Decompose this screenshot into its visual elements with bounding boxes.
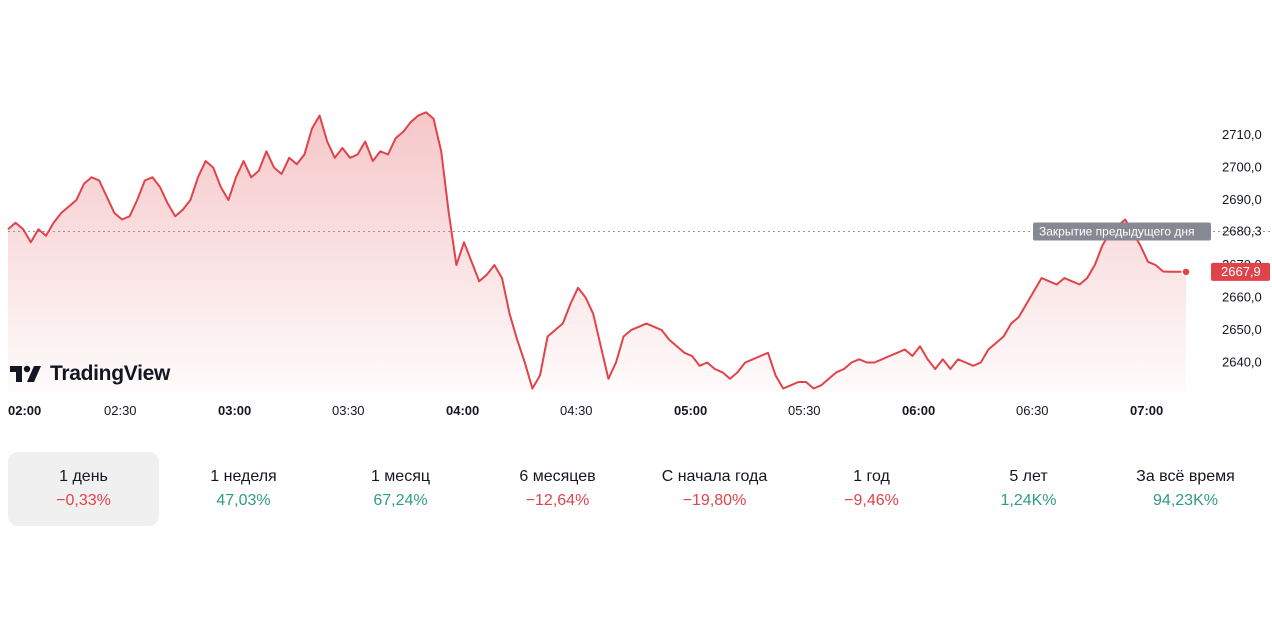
price-line <box>7 111 1186 390</box>
period-change: −19,80% <box>682 492 747 509</box>
y-tick-label: 2640,0 <box>1222 355 1262 370</box>
period-change: −12,64% <box>525 492 590 509</box>
period-label: 1 день <box>59 468 108 485</box>
period-change: −9,46% <box>844 492 899 509</box>
y-tick-label: 2700,0 <box>1222 160 1262 175</box>
period-tab-6[interactable]: 5 лет 1,24K% <box>950 452 1107 526</box>
x-tick-label: 02:00 <box>8 403 41 418</box>
x-tick-label: 04:30 <box>560 403 593 418</box>
y-tick-label: 2650,0 <box>1222 322 1262 337</box>
prev-close-label: Закрытие предыдущего дня <box>1039 225 1195 239</box>
period-label: С начала года <box>661 468 768 485</box>
prev-close-tag: Закрытие предыдущего дня 2680,3 <box>1033 222 1262 241</box>
period-tab-7[interactable]: За всё время 94,23K% <box>1107 452 1264 526</box>
y-tick-label: 2690,0 <box>1222 192 1262 207</box>
chart-canvas[interactable]: 2710,02700,02690,02670,02660,02650,02640… <box>0 80 1272 430</box>
period-label: 1 месяц <box>370 468 431 485</box>
period-label: 1 неделя <box>210 468 277 485</box>
period-change: −0,33% <box>56 492 111 509</box>
x-tick-label: 06:30 <box>1016 403 1049 418</box>
x-axis: 02:00 02:30 03:00 03:30 04:00 04:30 05:00 05:30… <box>8 403 1163 418</box>
logo-text: TradingView <box>50 362 171 385</box>
period-label: За всё время <box>1136 468 1235 485</box>
period-tab-1[interactable]: 1 неделя 47,03% <box>165 452 322 526</box>
last-price-dot <box>1181 267 1191 277</box>
period-change: 1,24K% <box>1000 492 1057 509</box>
x-tick-label: 03:30 <box>332 403 365 418</box>
tradingview-logo[interactable]: TradingView <box>10 362 170 386</box>
price-area-fill <box>8 112 1186 393</box>
price-chart[interactable]: 2710,02700,02690,02670,02660,02650,02640… <box>0 80 1272 430</box>
prev-close-value: 2680,3 <box>1222 224 1262 239</box>
y-tick-label: 2710,0 <box>1222 127 1262 142</box>
x-tick-label: 06:00 <box>902 403 935 418</box>
y-tick-label: 2660,0 <box>1222 290 1262 305</box>
period-change: 67,24% <box>373 492 428 509</box>
period-change: 94,23K% <box>1153 492 1218 509</box>
tradingview-logo-icon <box>10 365 41 382</box>
period-selector: 1 день −0,33% 1 неделя 47,03% 1 месяц 67,24% 6… <box>8 452 1264 526</box>
x-tick-label: 02:30 <box>104 403 137 418</box>
period-tab-5[interactable]: 1 год −9,46% <box>793 452 950 526</box>
last-price-tag: 2667,9 <box>1211 262 1270 281</box>
x-tick-label: 05:30 <box>788 403 821 418</box>
period-tab-4[interactable]: С начала года −19,80% <box>636 452 793 526</box>
x-tick-label: 03:00 <box>218 403 251 418</box>
period-label: 5 лет <box>1009 468 1048 485</box>
y-axis: 2710,02700,02690,02670,02660,02650,02640… <box>1222 127 1262 370</box>
period-tab-2[interactable]: 1 месяц 67,24% <box>322 452 479 526</box>
period-tab-0[interactable]: 1 день −0,33% <box>8 452 159 526</box>
x-tick-label: 07:00 <box>1130 403 1163 418</box>
period-change: 47,03% <box>216 492 271 509</box>
period-label: 6 месяцев <box>519 468 596 485</box>
x-tick-label: 05:00 <box>674 403 707 418</box>
last-price-value: 2667,9 <box>1221 264 1261 279</box>
period-label: 1 год <box>853 468 890 485</box>
x-tick-label: 04:00 <box>446 403 479 418</box>
period-tab-3[interactable]: 6 месяцев −12,64% <box>479 452 636 526</box>
